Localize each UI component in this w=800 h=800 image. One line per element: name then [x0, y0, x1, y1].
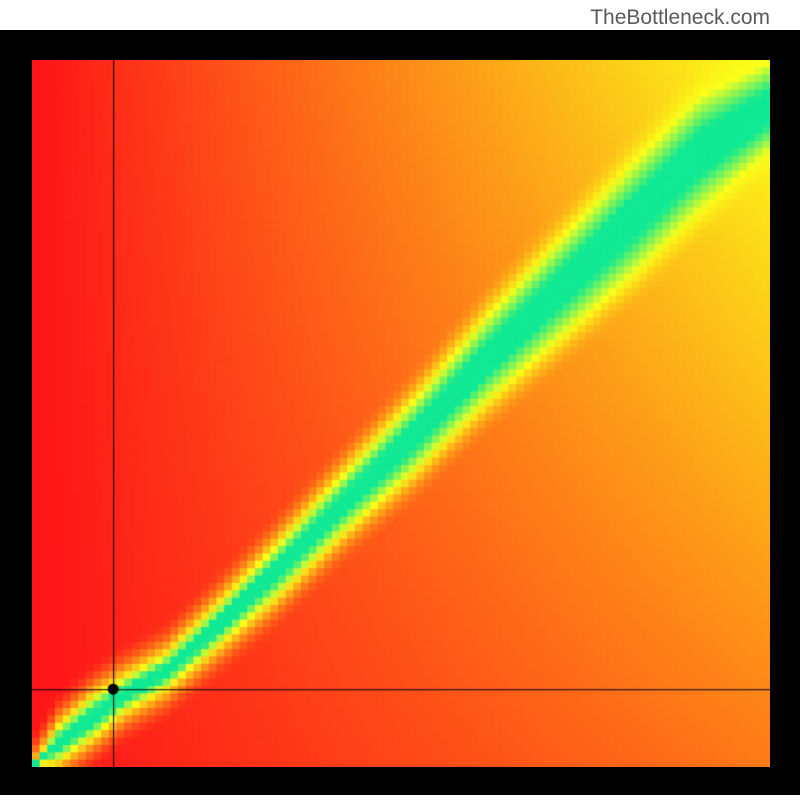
- heatmap-canvas: [32, 60, 770, 767]
- chart-container: TheBottleneck.com: [0, 0, 800, 800]
- heatmap-area: [32, 60, 770, 767]
- chart-frame: [0, 30, 800, 795]
- watermark-text: TheBottleneck.com: [590, 6, 770, 30]
